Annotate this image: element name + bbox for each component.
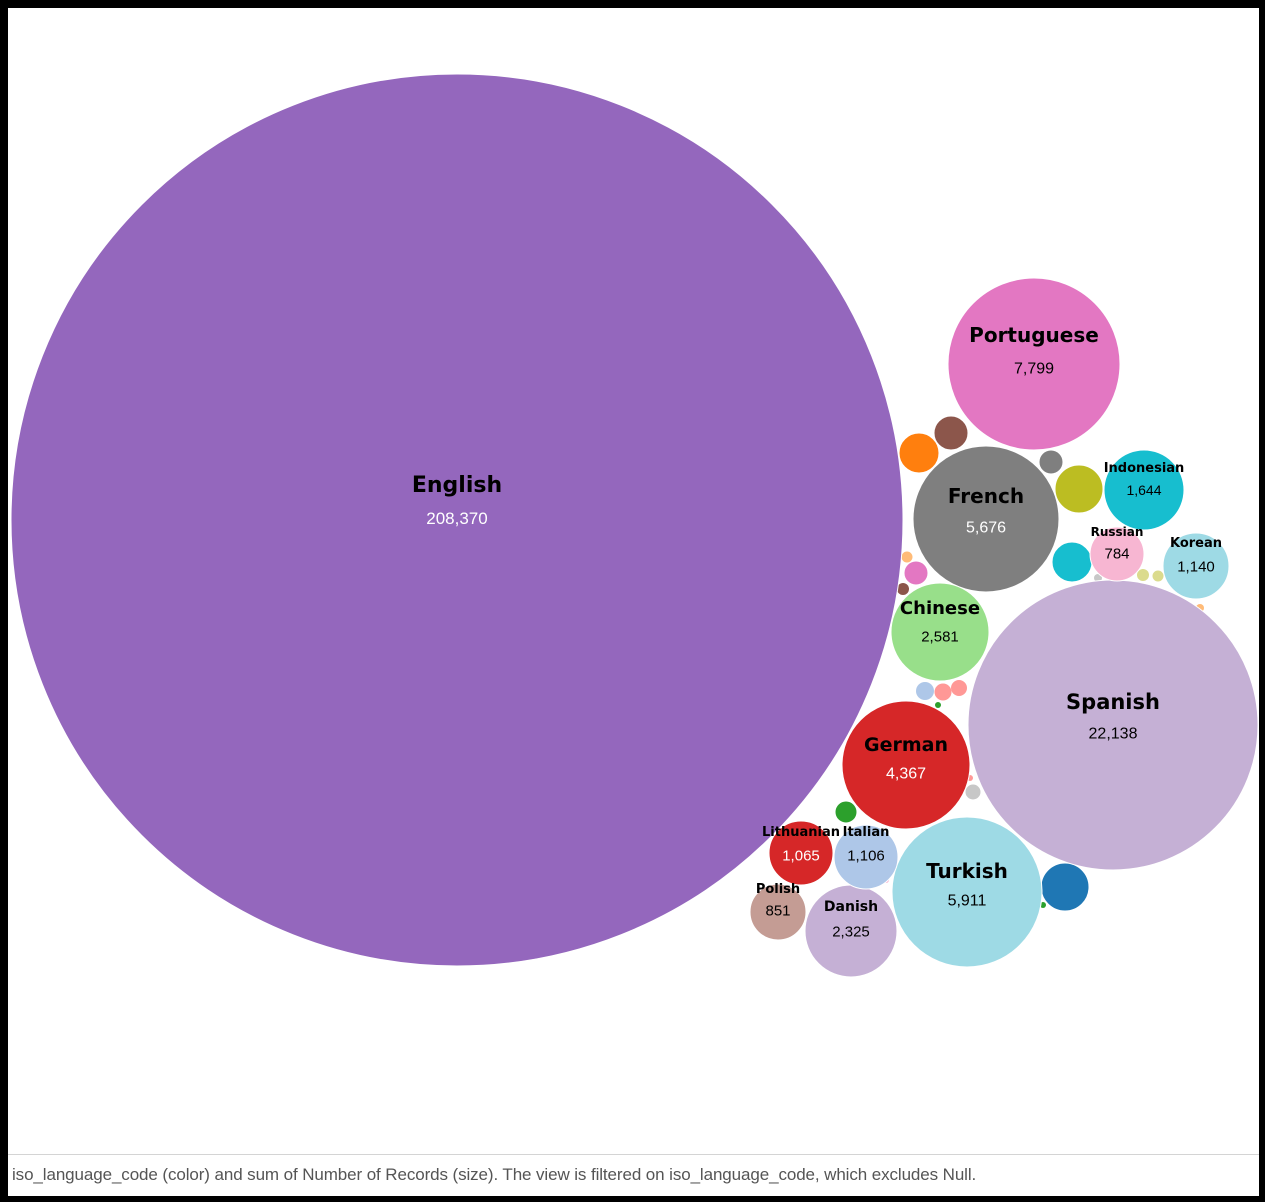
bubble-chinese-value: 2,581 — [921, 628, 959, 645]
bubble-english-circle[interactable] — [10, 73, 904, 967]
bubble-portuguese[interactable]: Portuguese 7,799 — [947, 277, 1121, 451]
chart-caption: iso_language_code (color) and sum of Num… — [12, 1165, 977, 1184]
bubble-indonesian-value: 1,644 — [1126, 482, 1161, 498]
bubble-polish-value: 851 — [765, 902, 790, 919]
bubble-unlabeled[interactable] — [951, 680, 967, 696]
bubble-unlabeled[interactable] — [1040, 862, 1090, 912]
bubble-unlabeled[interactable] — [1151, 569, 1165, 583]
bubble-unlabeled[interactable] — [1051, 541, 1093, 583]
bubble-english[interactable]: English 208,370 — [10, 73, 904, 967]
bubble-german-value: 4,367 — [886, 766, 926, 783]
bubble-unlabeled[interactable] — [900, 550, 914, 564]
bubble-korean-circle[interactable] — [1162, 532, 1230, 600]
bubble-french-circle[interactable] — [912, 445, 1060, 593]
bubble-danish-value: 2,325 — [832, 923, 870, 940]
bubble-russian-value: 784 — [1104, 545, 1129, 562]
bubble-lithuanian[interactable]: Lithuanian 1,065 — [762, 820, 840, 886]
bubble-chinese-label: Chinese — [900, 598, 980, 619]
bubble-turkish-label: Turkish — [926, 859, 1008, 883]
bubble-italian-label: Italian — [843, 825, 890, 840]
bubble-korean-label: Korean — [1170, 536, 1222, 551]
bubble-french-value: 5,676 — [966, 520, 1006, 537]
bubble-unlabeled[interactable] — [1137, 569, 1149, 581]
bubble-unlabeled[interactable] — [834, 800, 858, 824]
bubble-lithuanian-value: 1,065 — [782, 847, 820, 864]
bubble-indonesian[interactable]: Indonesian 1,644 — [1103, 449, 1185, 531]
bubble-unlabeled[interactable] — [933, 682, 953, 702]
bubble-korean-value: 1,140 — [1177, 558, 1215, 575]
bubble-polish-circle[interactable] — [749, 883, 807, 941]
bubble-french-label: French — [948, 484, 1024, 508]
bubble-italian-circle[interactable] — [833, 824, 899, 890]
bubble-turkish-circle[interactable] — [891, 816, 1043, 968]
bubble-indonesian-label: Indonesian — [1104, 461, 1185, 476]
bubble-russian-label: Russian — [1091, 525, 1144, 539]
caption-divider — [8, 1154, 1259, 1155]
bubble-lithuanian-circle[interactable] — [768, 820, 834, 886]
bubble-unlabeled[interactable] — [898, 432, 940, 474]
bubble-turkish-value: 5,911 — [948, 893, 987, 910]
bubble-portuguese-label: Portuguese — [969, 323, 1099, 347]
bubble-danish-label: Danish — [824, 899, 878, 915]
bubble-italian-value: 1,106 — [847, 847, 885, 864]
bubble-portuguese-circle[interactable] — [947, 277, 1121, 451]
bubble-unlabeled[interactable] — [916, 682, 934, 700]
bubble-unlabeled[interactable] — [897, 583, 909, 595]
bubble-russian[interactable]: Russian 784 — [1089, 525, 1145, 582]
bubble-english-label: English — [412, 473, 502, 498]
bubble-polish[interactable]: Polish 851 — [749, 882, 807, 941]
bubble-portuguese-value: 7,799 — [1014, 361, 1054, 378]
bubble-german-circle[interactable] — [841, 700, 971, 830]
bubble-turkish[interactable]: Turkish 5,911 — [891, 816, 1043, 968]
bubble-indonesian-circle[interactable] — [1103, 449, 1185, 531]
bubble-unlabeled[interactable] — [903, 560, 929, 586]
bubble-french[interactable]: French 5,676 — [912, 445, 1060, 593]
bubble-unlabeled[interactable] — [935, 702, 941, 708]
bubble-spanish[interactable]: Spanish 22,138 — [967, 579, 1259, 871]
bubble-unlabeled[interactable] — [933, 415, 969, 451]
bubble-korean[interactable]: Korean 1,140 — [1162, 532, 1230, 600]
bubble-lithuanian-label: Lithuanian — [762, 825, 840, 840]
bubble-danish[interactable]: Danish 2,325 — [804, 884, 898, 978]
bubble-english-value: 208,370 — [426, 509, 487, 528]
bubble-chinese-circle[interactable] — [890, 582, 990, 682]
bubble-german-label: German — [864, 734, 948, 756]
bubble-spanish-label: Spanish — [1066, 690, 1160, 714]
bubble-italian[interactable]: Italian 1,106 — [833, 824, 899, 890]
bubble-spanish-value: 22,138 — [1089, 726, 1138, 743]
bubble-unlabeled[interactable] — [1038, 449, 1064, 475]
bubble-polish-label: Polish — [756, 882, 800, 897]
bubble-chart: English 208,370 Spanish 22,138 Portuguese 7,7… — [10, 73, 1259, 978]
bubble-chinese[interactable]: Chinese 2,581 — [890, 582, 990, 682]
chart-frame: English 208,370 Spanish 22,138 Portuguese 7,7… — [8, 8, 1259, 1196]
bubble-unlabeled[interactable] — [1054, 464, 1104, 514]
bubble-russian-circle[interactable] — [1089, 526, 1145, 582]
bubble-german[interactable]: German 4,367 — [841, 700, 971, 830]
bubble-unlabeled[interactable] — [964, 783, 982, 801]
bubble-unlabeled[interactable] — [1094, 574, 1102, 582]
